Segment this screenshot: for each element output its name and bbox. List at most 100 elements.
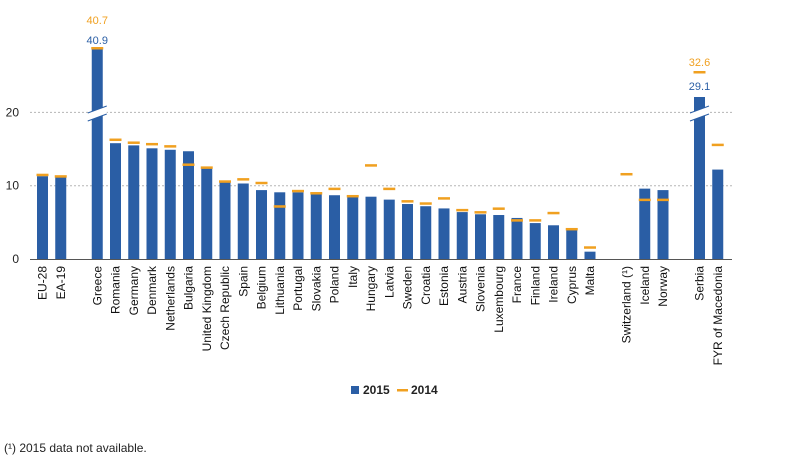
x-tick-label: Estonia <box>437 266 451 306</box>
x-tick-label: Czech Republic <box>218 266 232 350</box>
axis-break-line <box>689 105 710 114</box>
x-tick-label: Portugal <box>291 266 305 311</box>
marker-2014 <box>127 141 140 144</box>
bar-2015 <box>365 196 377 259</box>
bar-2015 <box>657 190 669 259</box>
x-tick-label: Romania <box>109 266 123 314</box>
x-tick-label: EA-19 <box>54 266 68 300</box>
bar-2015 <box>274 192 286 259</box>
bars <box>37 48 724 259</box>
bar-2015 <box>456 212 468 259</box>
marker-2014 <box>164 145 177 148</box>
y-tick-label: 10 <box>6 179 20 193</box>
marker-2014 <box>219 180 231 183</box>
bar-2015 <box>292 192 304 259</box>
marker-2014 <box>109 138 122 142</box>
bar-2015 <box>529 223 541 259</box>
marker-2014 <box>456 208 469 212</box>
axis-break-line <box>87 113 107 122</box>
y-axis-ticks: 0 10 20 <box>6 105 20 266</box>
marker-2014 <box>255 181 268 185</box>
marker-2014 <box>565 227 578 231</box>
x-tick-label: Cyprus <box>565 266 579 304</box>
x-tick-label: Sweden <box>401 266 415 309</box>
x-tick-label: FYR of Macedonia <box>711 266 725 366</box>
x-tick-label: Luxembourg <box>492 266 506 333</box>
bar-2015 <box>310 193 322 259</box>
bar-2015 <box>128 145 140 259</box>
marker-2014 <box>328 187 341 191</box>
x-tick-label: Serbia <box>693 266 707 301</box>
footnote: (¹) 2015 data not available. <box>4 441 147 455</box>
x-tick-label: Slovakia <box>309 266 323 312</box>
legend-swatch-2014 <box>397 389 408 392</box>
marker-2014 <box>273 205 286 208</box>
x-tick-label: Norway <box>656 266 670 307</box>
marker-2014 <box>474 211 487 214</box>
legend-label-2015: 2015 <box>363 383 390 397</box>
x-tick-label: Italy <box>346 266 360 288</box>
marker-2014 <box>438 197 450 200</box>
bar-2015 <box>712 169 724 259</box>
bar-2015 <box>91 48 103 259</box>
marker-2014 <box>346 194 359 198</box>
bar-2015 <box>694 97 705 259</box>
x-tick-label: Poland <box>328 266 342 303</box>
bar-2015 <box>256 190 267 259</box>
marker-2014 <box>36 173 49 177</box>
x-tick-label: Greece <box>90 266 104 306</box>
y-tick-label: 0 <box>12 252 19 266</box>
legend: 2015 2014 <box>351 383 438 397</box>
marker-2014 <box>91 47 104 50</box>
marker-2014 <box>383 187 396 191</box>
legend-label-2014: 2014 <box>411 383 438 397</box>
marker-2014 <box>146 142 158 146</box>
marker-2014 <box>693 71 706 74</box>
x-tick-label: Croatia <box>419 266 433 305</box>
x-tick-label: Austria <box>455 266 469 304</box>
marker-2014 <box>620 172 633 176</box>
marker-2014 <box>237 178 250 181</box>
marker-2014 <box>492 207 505 210</box>
marker-2014 <box>657 198 669 202</box>
bar-2015 <box>493 215 505 259</box>
bar-2015 <box>402 204 413 259</box>
x-tick-label: Hungary <box>364 266 378 311</box>
x-tick-label: Slovenia <box>474 266 488 312</box>
bar-2015 <box>237 183 249 259</box>
bar-2015 <box>164 149 176 259</box>
marker-2014 <box>419 202 432 205</box>
marker-2014 <box>200 166 213 169</box>
x-tick-label: Iceland <box>638 266 652 305</box>
x-tick-label: Germany <box>127 266 141 315</box>
x-tick-label: Latvia <box>382 266 396 298</box>
bar-2015 <box>639 188 651 259</box>
bar-2015 <box>584 251 596 259</box>
x-tick-label: Netherlands <box>163 266 177 331</box>
bar-2015 <box>511 217 523 259</box>
markers-2014 <box>36 47 724 249</box>
legend-swatch-2015 <box>351 386 359 394</box>
axis-break-line <box>87 105 107 114</box>
marker-2014 <box>310 192 323 195</box>
marker-2014 <box>638 198 651 202</box>
x-axis-labels: EU-28 EA-19 Greece Romania Germany Denmark Net… <box>36 265 725 365</box>
x-tick-label: Finland <box>528 266 542 305</box>
marker-2014 <box>511 219 523 222</box>
x-tick-label: Malta <box>583 266 597 296</box>
marker-2014 <box>584 246 596 249</box>
bar-2015 <box>566 229 578 259</box>
data-label-2014: 32.6 <box>689 57 710 69</box>
x-tick-label: Belgium <box>255 266 269 309</box>
x-tick-label: Bulgaria <box>182 266 196 310</box>
bar-2015 <box>219 182 231 259</box>
bar-2015 <box>438 208 450 259</box>
x-tick-label: Ireland <box>547 266 561 303</box>
marker-2014 <box>401 200 414 203</box>
x-tick-label: Denmark <box>145 265 159 315</box>
bar-2015 <box>183 151 194 259</box>
bar-2015 <box>347 196 359 259</box>
bar-2015 <box>201 168 213 259</box>
x-tick-label: EU-28 <box>36 266 50 300</box>
bar-2015 <box>55 176 67 259</box>
